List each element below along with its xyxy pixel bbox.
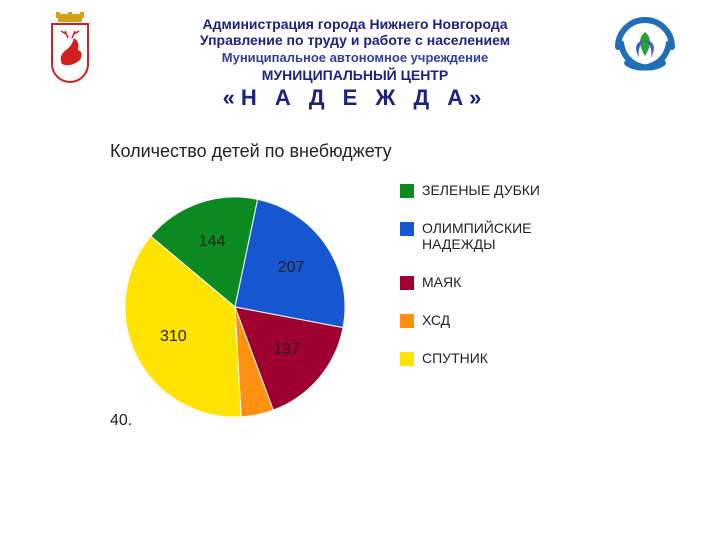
legend-label: ХСД — [422, 312, 450, 328]
header-line-5: «Н А Д Е Ж Д А» — [100, 85, 610, 111]
chart-title: Количество детей по внебюджету — [110, 141, 680, 162]
legend: ЗЕЛЕНЫЕ ДУБКИ ОЛИМПИЙСКИЕ НАДЕЖДЫ МАЯК ХСД С… — [400, 172, 582, 388]
legend-label: МАЯК — [422, 274, 461, 290]
header-line-4: МУНИЦИПАЛЬНЫЙ ЦЕНТР — [100, 67, 610, 83]
coat-of-arms-icon — [40, 12, 100, 92]
legend-item: ЗЕЛЕНЫЕ ДУБКИ — [400, 182, 582, 198]
nadezhda-logo-icon — [610, 12, 680, 82]
legend-item: СПУТНИК — [400, 350, 582, 366]
pie-footer-label: 40. — [110, 412, 132, 430]
legend-swatch — [400, 276, 414, 290]
legend-item: МАЯК — [400, 274, 582, 290]
chart-body: 144 207 137 310 40. ЗЕЛЕНЫЕ ДУБКИ ОЛИМПИЙСКИЕ… — [40, 172, 680, 442]
header-text: Администрация города Нижнего Новгорода У… — [100, 12, 610, 111]
pie-chart: 144 207 137 310 40. — [100, 172, 370, 442]
pie-value-label: 207 — [278, 259, 305, 277]
legend-label: ЗЕЛЕНЫЕ ДУБКИ — [422, 182, 540, 198]
legend-label: ОЛИМПИЙСКИЕ НАДЕЖДЫ — [422, 220, 582, 252]
pie-value-label: 310 — [160, 328, 187, 346]
legend-swatch — [400, 184, 414, 198]
header-line-1: Администрация города Нижнего Новгорода — [100, 16, 610, 32]
chart-area: Количество детей по внебюджету 144 207 137… — [0, 111, 720, 442]
header-line-2: Управление по труду и работе с население… — [100, 32, 610, 48]
pie-value-label: 144 — [199, 233, 226, 251]
legend-item: ОЛИМПИЙСКИЕ НАДЕЖДЫ — [400, 220, 582, 252]
legend-swatch — [400, 352, 414, 366]
header: Администрация города Нижнего Новгорода У… — [0, 0, 720, 111]
legend-swatch — [400, 222, 414, 236]
header-line-3: Муниципальное автономное учреждение — [100, 50, 610, 65]
pie-value-label: 137 — [273, 341, 300, 359]
legend-swatch — [400, 314, 414, 328]
legend-item: ХСД — [400, 312, 582, 328]
legend-label: СПУТНИК — [422, 350, 488, 366]
